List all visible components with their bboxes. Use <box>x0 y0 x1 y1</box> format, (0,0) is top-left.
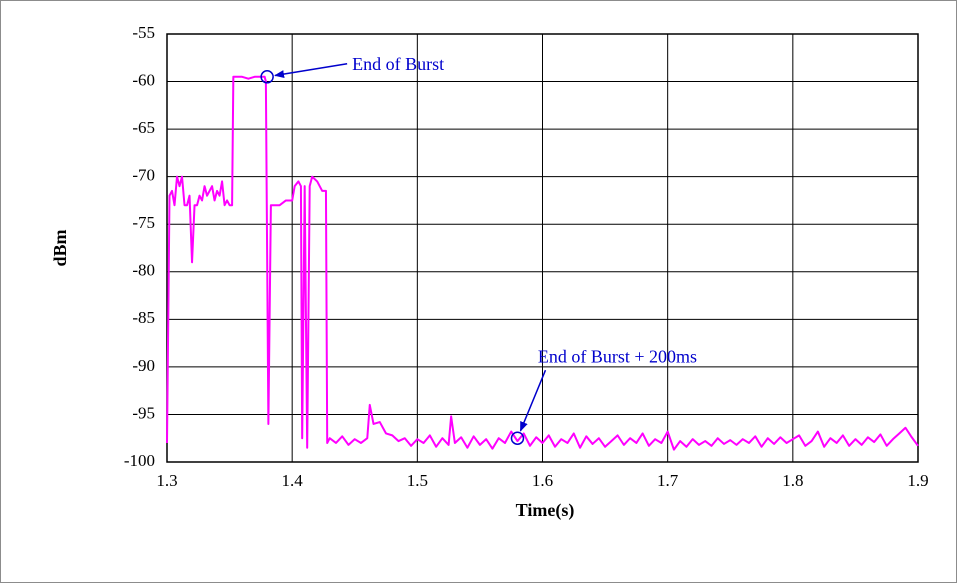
annotation-marker <box>510 431 525 445</box>
y-tick-label: -70 <box>132 166 155 185</box>
data-line <box>166 75 919 451</box>
y-tick-label: -75 <box>132 213 155 232</box>
y-tick-label: -80 <box>132 261 155 280</box>
annotation-marker <box>260 70 274 84</box>
annotation-text: End of Burst + 200ms <box>538 346 697 366</box>
plot-border <box>166 33 919 463</box>
y-tick-label: -55 <box>132 23 155 42</box>
y-tick-label: -85 <box>132 308 155 327</box>
x-tick-label: 1.6 <box>532 471 553 490</box>
x-axis-label: Time(s) <box>516 500 575 521</box>
x-tick-label: 1.4 <box>282 471 304 490</box>
x-tick-label: 1.5 <box>407 471 428 490</box>
y-axis-label: dBm <box>50 229 70 266</box>
y-tick-label: -60 <box>132 70 155 89</box>
x-tick-label: 1.3 <box>156 471 177 490</box>
annotation-arrow <box>519 369 547 432</box>
y-tick-label: -90 <box>132 356 155 375</box>
x-tick-label: 1.9 <box>907 471 928 490</box>
y-tick-label: -95 <box>132 403 155 422</box>
annotation-text: End of Burst <box>352 54 444 74</box>
y-tick-label: -100 <box>124 451 155 470</box>
annotation-arrow <box>274 63 348 79</box>
y-tick-label: -65 <box>132 118 155 137</box>
x-tick-label: 1.8 <box>782 471 803 490</box>
x-tick-label: 1.7 <box>657 471 679 490</box>
